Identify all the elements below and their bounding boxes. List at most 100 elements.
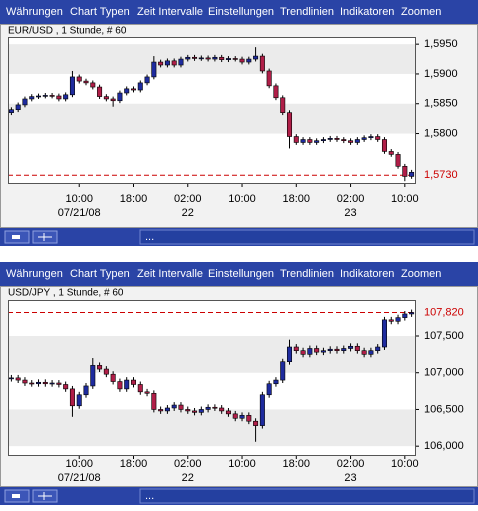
candle-body: [178, 404, 184, 410]
menu-item[interactable]: Währungen: [6, 6, 63, 18]
y-tick-label: 107,000: [424, 367, 464, 379]
candle-body: [56, 95, 62, 100]
candle-body: [63, 384, 69, 390]
menu-item[interactable]: Indikatoren: [340, 6, 394, 18]
x-date-label: 23: [344, 207, 356, 219]
candle-body: [97, 86, 103, 97]
x-tick-label: 10:00: [391, 193, 419, 205]
candle-body: [76, 394, 82, 407]
toolbar-field: [139, 229, 475, 245]
candle-body: [239, 415, 245, 419]
grid-band: [9, 409, 415, 447]
candle-body: [409, 171, 415, 177]
candle-body: [395, 154, 401, 167]
candle-body: [300, 139, 306, 143]
candle-body: [164, 407, 170, 412]
candle-body: [307, 348, 313, 355]
candle-body: [368, 136, 374, 139]
x-tick-label: 10:00: [391, 458, 419, 470]
x-tick-label: 10:00: [228, 458, 256, 470]
candle-body: [402, 313, 408, 318]
candle-body: [361, 350, 367, 355]
candle-body: [273, 379, 279, 385]
candle-body: [375, 346, 381, 351]
candle-body: [409, 312, 415, 315]
candle-body: [144, 391, 150, 394]
toolbar-field: [139, 488, 475, 504]
x-date-label: 22: [182, 207, 194, 219]
candle-body: [158, 409, 164, 412]
candle-body: [280, 361, 286, 381]
menu-bar: [0, 262, 478, 286]
x-tick-label: 02:00: [174, 193, 202, 205]
menu-item[interactable]: Chart Typen: [70, 268, 130, 280]
menu-item[interactable]: Zeit Intervalle: [137, 6, 203, 18]
candle-body: [381, 139, 387, 152]
menu-item[interactable]: Trendlinien: [280, 6, 334, 18]
candle-body: [320, 139, 326, 141]
candle-body: [253, 55, 259, 60]
candle-body: [117, 92, 123, 102]
x-date-label: 23: [344, 472, 356, 484]
candle-body: [22, 98, 28, 106]
candle-body: [293, 346, 299, 351]
y-tick-label: 1,5800: [424, 127, 458, 139]
candle-body: [15, 104, 21, 111]
candle-body: [341, 348, 347, 351]
candle-body: [110, 373, 116, 382]
candle-body: [280, 97, 286, 113]
candle-body: [171, 60, 177, 66]
candle-body: [69, 76, 75, 96]
candle-body: [110, 98, 116, 102]
y-tick-label: 106,000: [424, 440, 464, 452]
y-tick-label: 1,5900: [424, 68, 458, 80]
candle-body: [320, 350, 326, 353]
y-tick-label: 1,5950: [424, 38, 458, 50]
menu-item[interactable]: Zoomen: [401, 6, 441, 18]
menu-item[interactable]: Indikatoren: [340, 268, 394, 280]
y-tick-label: 1,5850: [424, 98, 458, 110]
y-tick-label: 106,500: [424, 403, 464, 415]
candle-body: [164, 60, 170, 66]
candle-body: [239, 58, 245, 63]
menu-item[interactable]: Währungen: [6, 268, 63, 280]
menu: Währungen Chart Typen Zeit Intervalle Einst…: [6, 268, 441, 280]
candle-body: [327, 138, 333, 140]
chart-title: EUR/USD , 1 Stunde, # 60: [8, 26, 127, 37]
candle-body: [90, 365, 96, 387]
chart-title: USD/JPY , 1 Stunde, # 60: [8, 288, 124, 299]
candle-body: [259, 394, 265, 426]
menu-item[interactable]: Einstellungen: [208, 268, 274, 280]
x-tick-label: 18:00: [120, 458, 148, 470]
candle-body: [225, 410, 231, 415]
x-date-label: 07/21/08: [58, 472, 101, 484]
x-tick-label: 02:00: [337, 458, 365, 470]
candle-body: [402, 166, 408, 177]
menu-item[interactable]: Chart Typen: [70, 6, 130, 18]
candle-body: [130, 379, 136, 385]
candle-body: [8, 377, 14, 380]
candle-body: [124, 379, 130, 390]
candle-body: [341, 139, 347, 141]
candle-body: [354, 345, 360, 351]
menu-item[interactable]: Trendlinien: [280, 268, 334, 280]
candle-body: [36, 381, 42, 385]
candle-body: [151, 392, 157, 410]
candle-body: [219, 407, 225, 412]
menu-item[interactable]: Zeit Intervalle: [137, 268, 203, 280]
candle-body: [22, 379, 28, 384]
x-tick-label: 10:00: [65, 458, 93, 470]
candle-body: [225, 58, 231, 60]
menu-item[interactable]: Zoomen: [401, 268, 441, 280]
menu-item[interactable]: Einstellungen: [208, 6, 274, 18]
candle-body: [259, 55, 265, 72]
x-date-label: 07/21/08: [58, 207, 101, 219]
candle-body: [361, 137, 367, 140]
candle-body: [266, 383, 272, 396]
candle-body: [178, 58, 184, 66]
candle-body: [130, 88, 136, 91]
candle-body: [56, 382, 62, 385]
candle-body: [171, 404, 177, 409]
